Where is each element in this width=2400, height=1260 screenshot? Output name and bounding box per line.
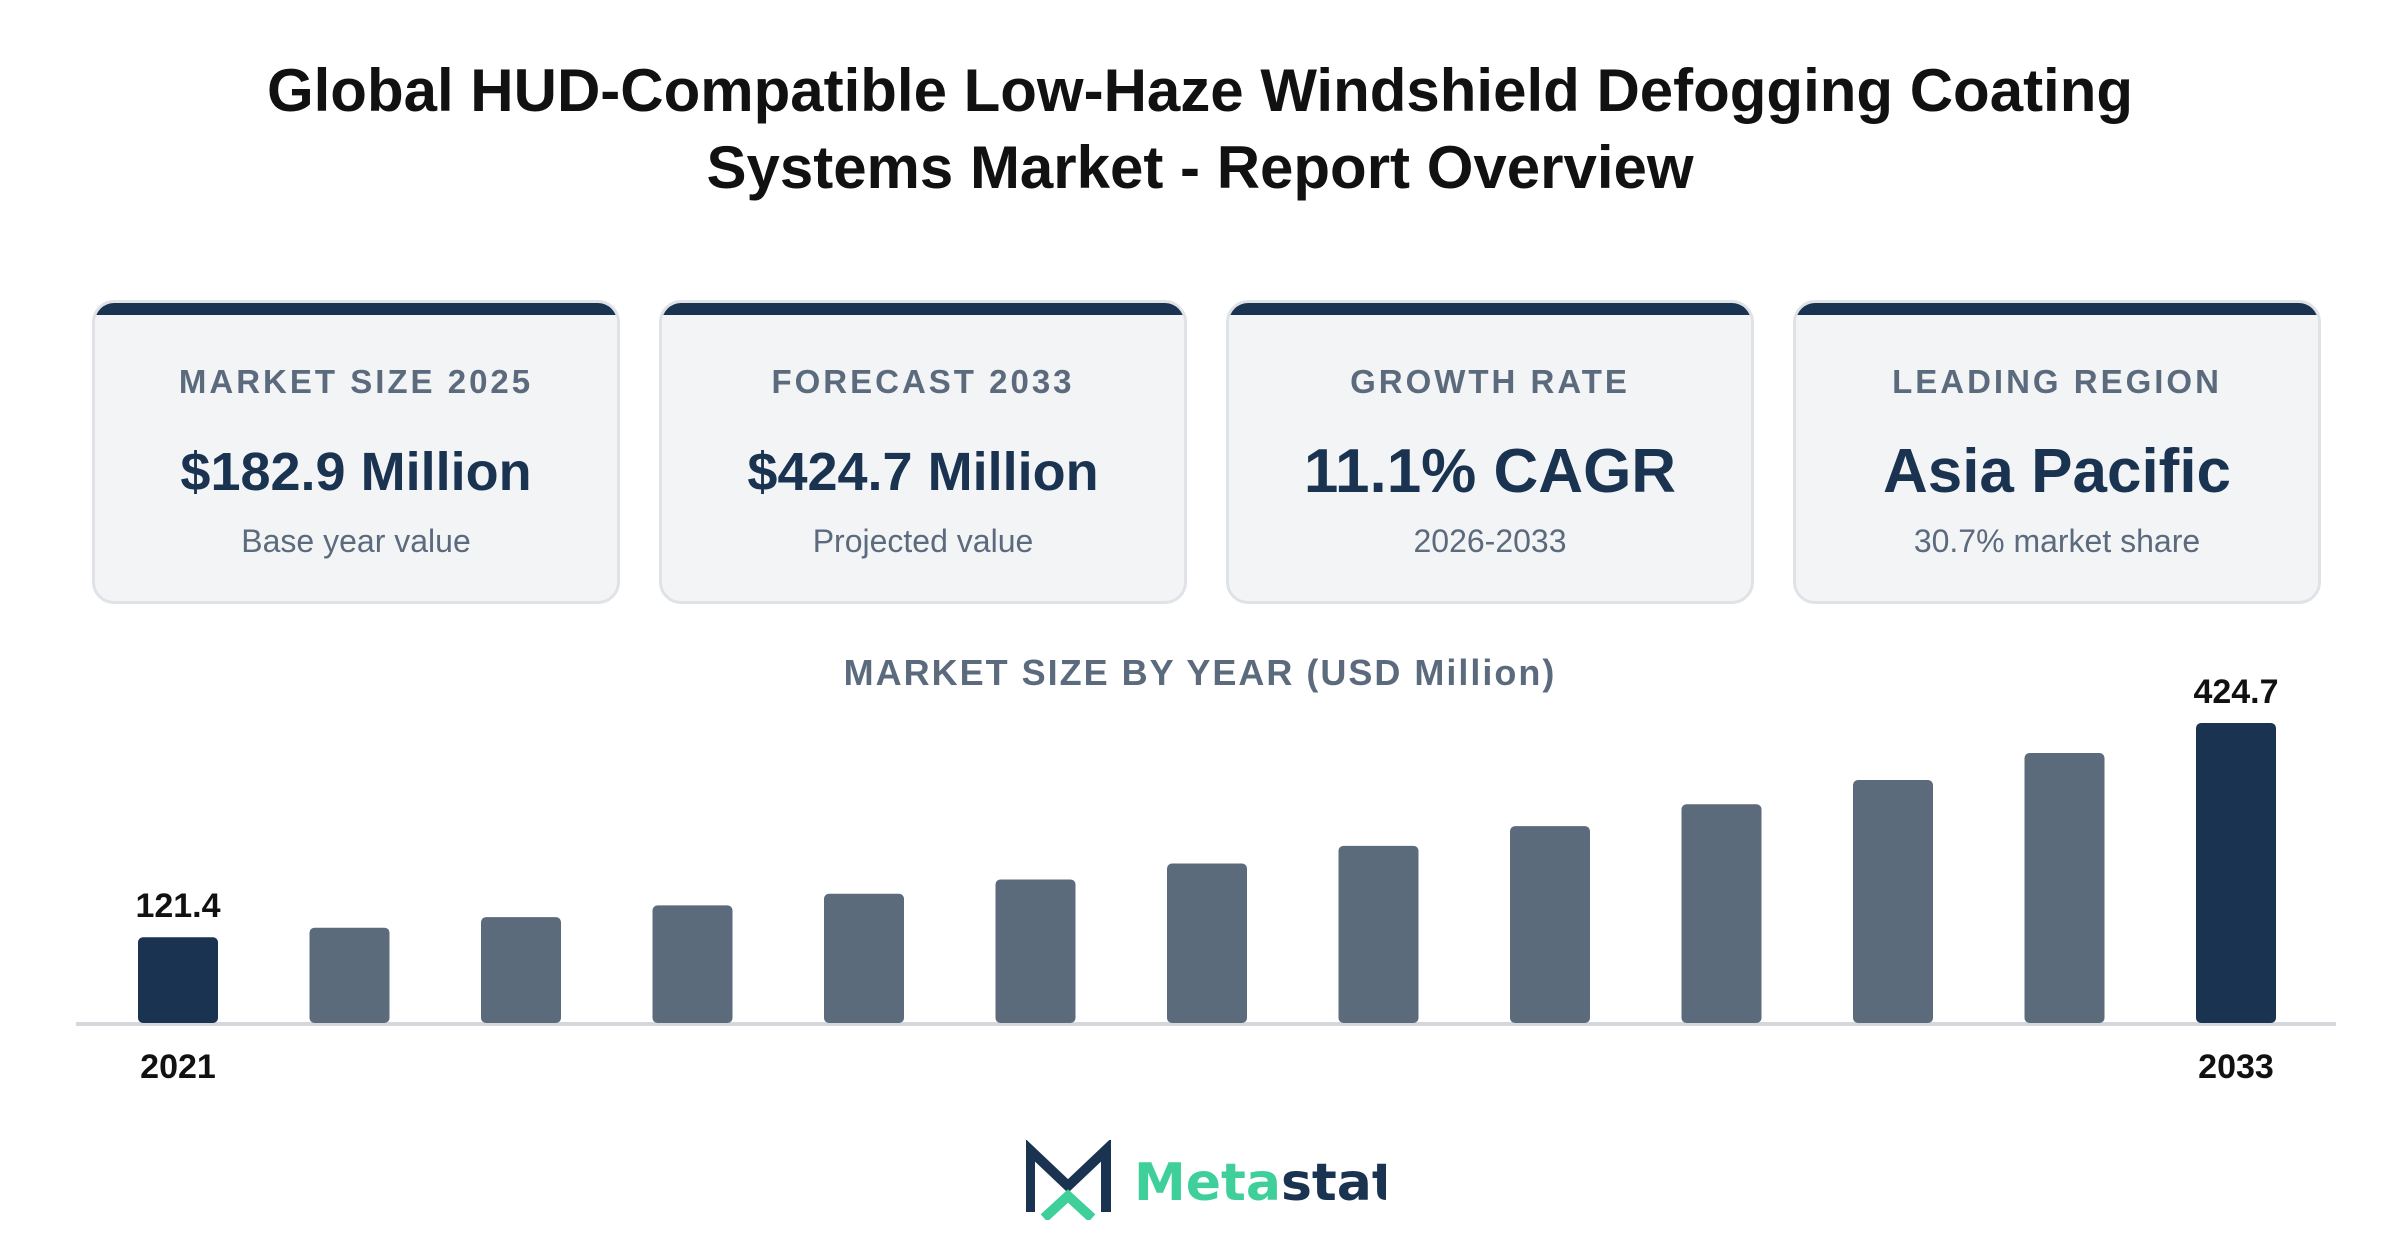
metastat-logo: Metastat [1026, 1140, 1386, 1220]
bar-2028 [1338, 845, 1419, 1023]
x-tick-label-2033: 2033 [2198, 1048, 2274, 1086]
logo-text-meta: Meta [1134, 1153, 1281, 1213]
bar-2031 [1853, 780, 1933, 1023]
card-label: LEADING REGION [1892, 363, 2222, 400]
card-accent-bar [95, 303, 617, 315]
bar-2022 [309, 927, 390, 1023]
card-subtext: 30.7% market share [1913, 523, 2201, 559]
chart-title: MARKET SIZE BY YEAR (USD Million) [843, 652, 1557, 693]
card-value: $182.9 Million [180, 442, 532, 502]
card-label: MARKET SIZE 2025 [178, 363, 534, 400]
bar-2024 [652, 905, 733, 1023]
bar-2023 [481, 917, 561, 1023]
bar-2033 [2196, 723, 2276, 1023]
bar-2029 [1510, 826, 1590, 1023]
page-title: Global HUD-Compatible Low-Haze Windshiel… [200, 52, 2200, 206]
card-accent-bar [1796, 303, 2318, 315]
card-subtext: Projected value [812, 523, 1034, 559]
bar-2026 [995, 879, 1076, 1023]
logo-text-stat: stat [1281, 1153, 1386, 1213]
metastat-logo-mark [1026, 1140, 1111, 1220]
title-line-2: Systems Market - Report Overview [706, 134, 1694, 201]
bar-2030 [1681, 804, 1762, 1023]
bar-2027 [1167, 863, 1247, 1023]
bar-2032 [2024, 753, 2105, 1023]
card-leading-region: LEADING REGION Asia Pacific 30.7% market… [1793, 300, 2321, 604]
bar-2021 [138, 937, 218, 1023]
card-subtext: 2026-2033 [1413, 523, 1567, 559]
card-growth-rate: GROWTH RATE 11.1% CAGR 2026-2033 [1226, 300, 1754, 604]
card-accent-bar [1229, 303, 1751, 315]
title-line-1: Global HUD-Compatible Low-Haze Windshiel… [266, 57, 2134, 124]
card-accent-bar [662, 303, 1184, 315]
card-value: Asia Pacific [1882, 437, 2232, 506]
value-label-2033: 424.7 [2193, 673, 2278, 711]
card-market-size: MARKET SIZE 2025 $182.9 Million Base yea… [92, 300, 620, 604]
card-forecast: FORECAST 2033 $424.7 Million Projected v… [659, 300, 1187, 604]
logo-wordmark: Metastat [1134, 1153, 1386, 1213]
value-label-2021: 121.4 [135, 887, 220, 925]
card-subtext: Base year value [241, 523, 471, 559]
x-tick-label-2021: 2021 [140, 1048, 216, 1086]
bar-2025 [824, 893, 904, 1023]
card-value: 11.1% CAGR [1303, 437, 1677, 506]
card-value: $424.7 Million [747, 442, 1099, 502]
bar-chart: 121.4 2021 424.7 2033 [76, 673, 2336, 1086]
card-label: GROWTH RATE [1350, 363, 1630, 400]
card-label: FORECAST 2033 [771, 363, 1075, 400]
